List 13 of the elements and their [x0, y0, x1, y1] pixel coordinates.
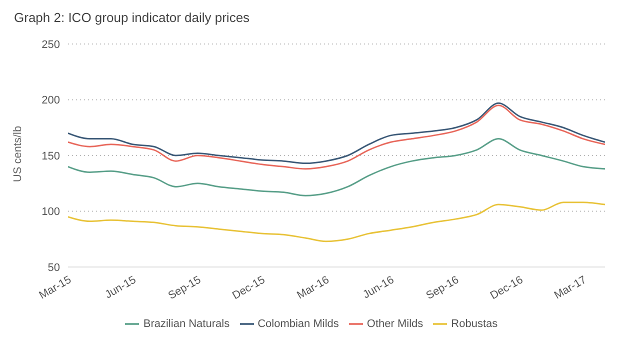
line-series: [68, 138, 605, 196]
legend-label: Robustas: [451, 318, 498, 330]
legend-label: Other Milds: [366, 318, 424, 330]
y-tick-label: 200: [42, 94, 60, 107]
legend-label: Colombian Milds: [258, 318, 339, 330]
y-axis-title: US cents/lb: [12, 124, 24, 184]
y-tick-label: 100: [42, 206, 60, 218]
legend-label: Brazilian Naturals: [143, 318, 230, 330]
chart-title: Graph 2: ICO group indicator daily prices: [13, 9, 251, 27]
line-series: [68, 202, 605, 242]
y-tick-label: 150: [42, 150, 60, 162]
y-tick-label: 50: [48, 262, 60, 274]
y-tick-label: 250: [42, 38, 60, 51]
